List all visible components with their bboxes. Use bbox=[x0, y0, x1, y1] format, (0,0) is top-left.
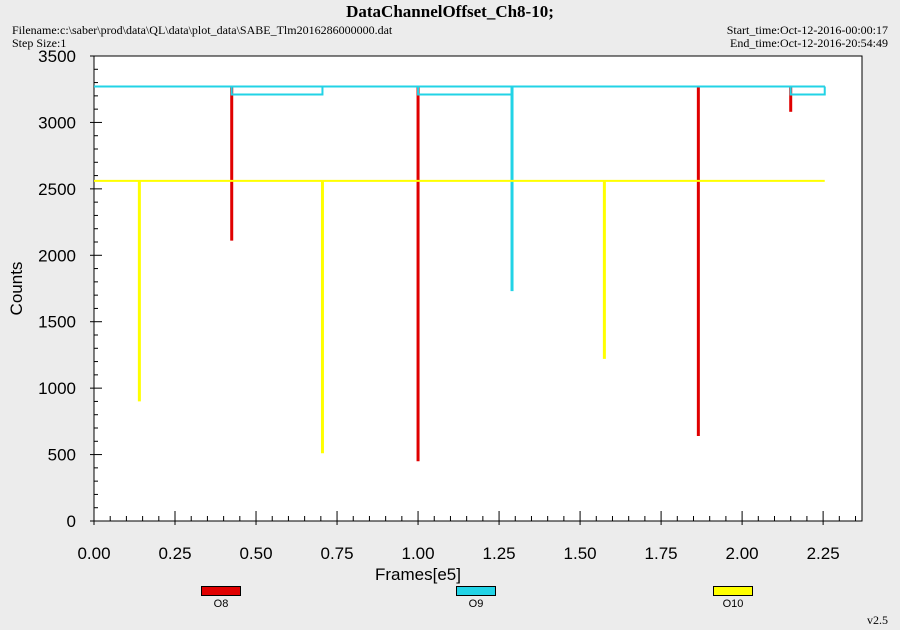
plot-area bbox=[93, 55, 863, 522]
y-tick-label: 2000 bbox=[38, 246, 76, 265]
legend-item-o10: O10 bbox=[708, 586, 758, 610]
y-tick-label: 3500 bbox=[38, 47, 76, 66]
x-tick-label: 1.50 bbox=[564, 544, 597, 563]
y-tick-label: 0 bbox=[67, 512, 76, 531]
legend-label-o8: O8 bbox=[213, 598, 229, 610]
legend-item-o9: O9 bbox=[451, 586, 501, 610]
x-tick-label: 0.00 bbox=[77, 544, 110, 563]
x-tick-label: 2.25 bbox=[807, 544, 840, 563]
version-label: v2.5 bbox=[867, 613, 888, 627]
filename-label: Filename:c:\saber\prod\data\QL\data\plot… bbox=[12, 23, 393, 37]
y-tick-label: 1000 bbox=[38, 379, 76, 398]
legend-label-o10: O10 bbox=[722, 598, 744, 610]
chart-title: DataChannelOffset_Ch8-10; bbox=[346, 2, 554, 21]
end-time-label: End_time:Oct-12-2016-20:54:49 bbox=[730, 36, 888, 50]
legend-swatch-o10 bbox=[713, 586, 753, 596]
x-tick-label: 1.00 bbox=[402, 544, 435, 563]
y-tick-label: 2500 bbox=[38, 180, 76, 199]
x-tick-label: 0.25 bbox=[158, 544, 191, 563]
legend-label-o9: O9 bbox=[468, 598, 484, 610]
step-size-label: Step Size:1 bbox=[12, 36, 67, 50]
y-tick-label: 1500 bbox=[38, 313, 76, 332]
y-tick-label: 3000 bbox=[38, 113, 76, 132]
legend-swatch-o8 bbox=[201, 586, 241, 596]
y-tick-label: 500 bbox=[48, 446, 76, 465]
x-tick-label: 0.75 bbox=[320, 544, 353, 563]
x-tick-label: 1.25 bbox=[483, 544, 516, 563]
series-o9-step bbox=[789, 86, 826, 96]
x-tick-label: 2.00 bbox=[726, 544, 759, 563]
legend-swatch-o9 bbox=[456, 586, 496, 596]
series-o9-step bbox=[230, 86, 324, 96]
start-time-label: Start_time:Oct-12-2016-00:00:17 bbox=[726, 23, 888, 37]
x-tick-label: 1.75 bbox=[645, 544, 678, 563]
y-axis-label: Counts bbox=[7, 262, 26, 316]
legend-item-o8: O8 bbox=[196, 586, 246, 610]
x-axis-label: Frames[e5] bbox=[375, 565, 461, 584]
x-tick-label: 0.50 bbox=[239, 544, 272, 563]
